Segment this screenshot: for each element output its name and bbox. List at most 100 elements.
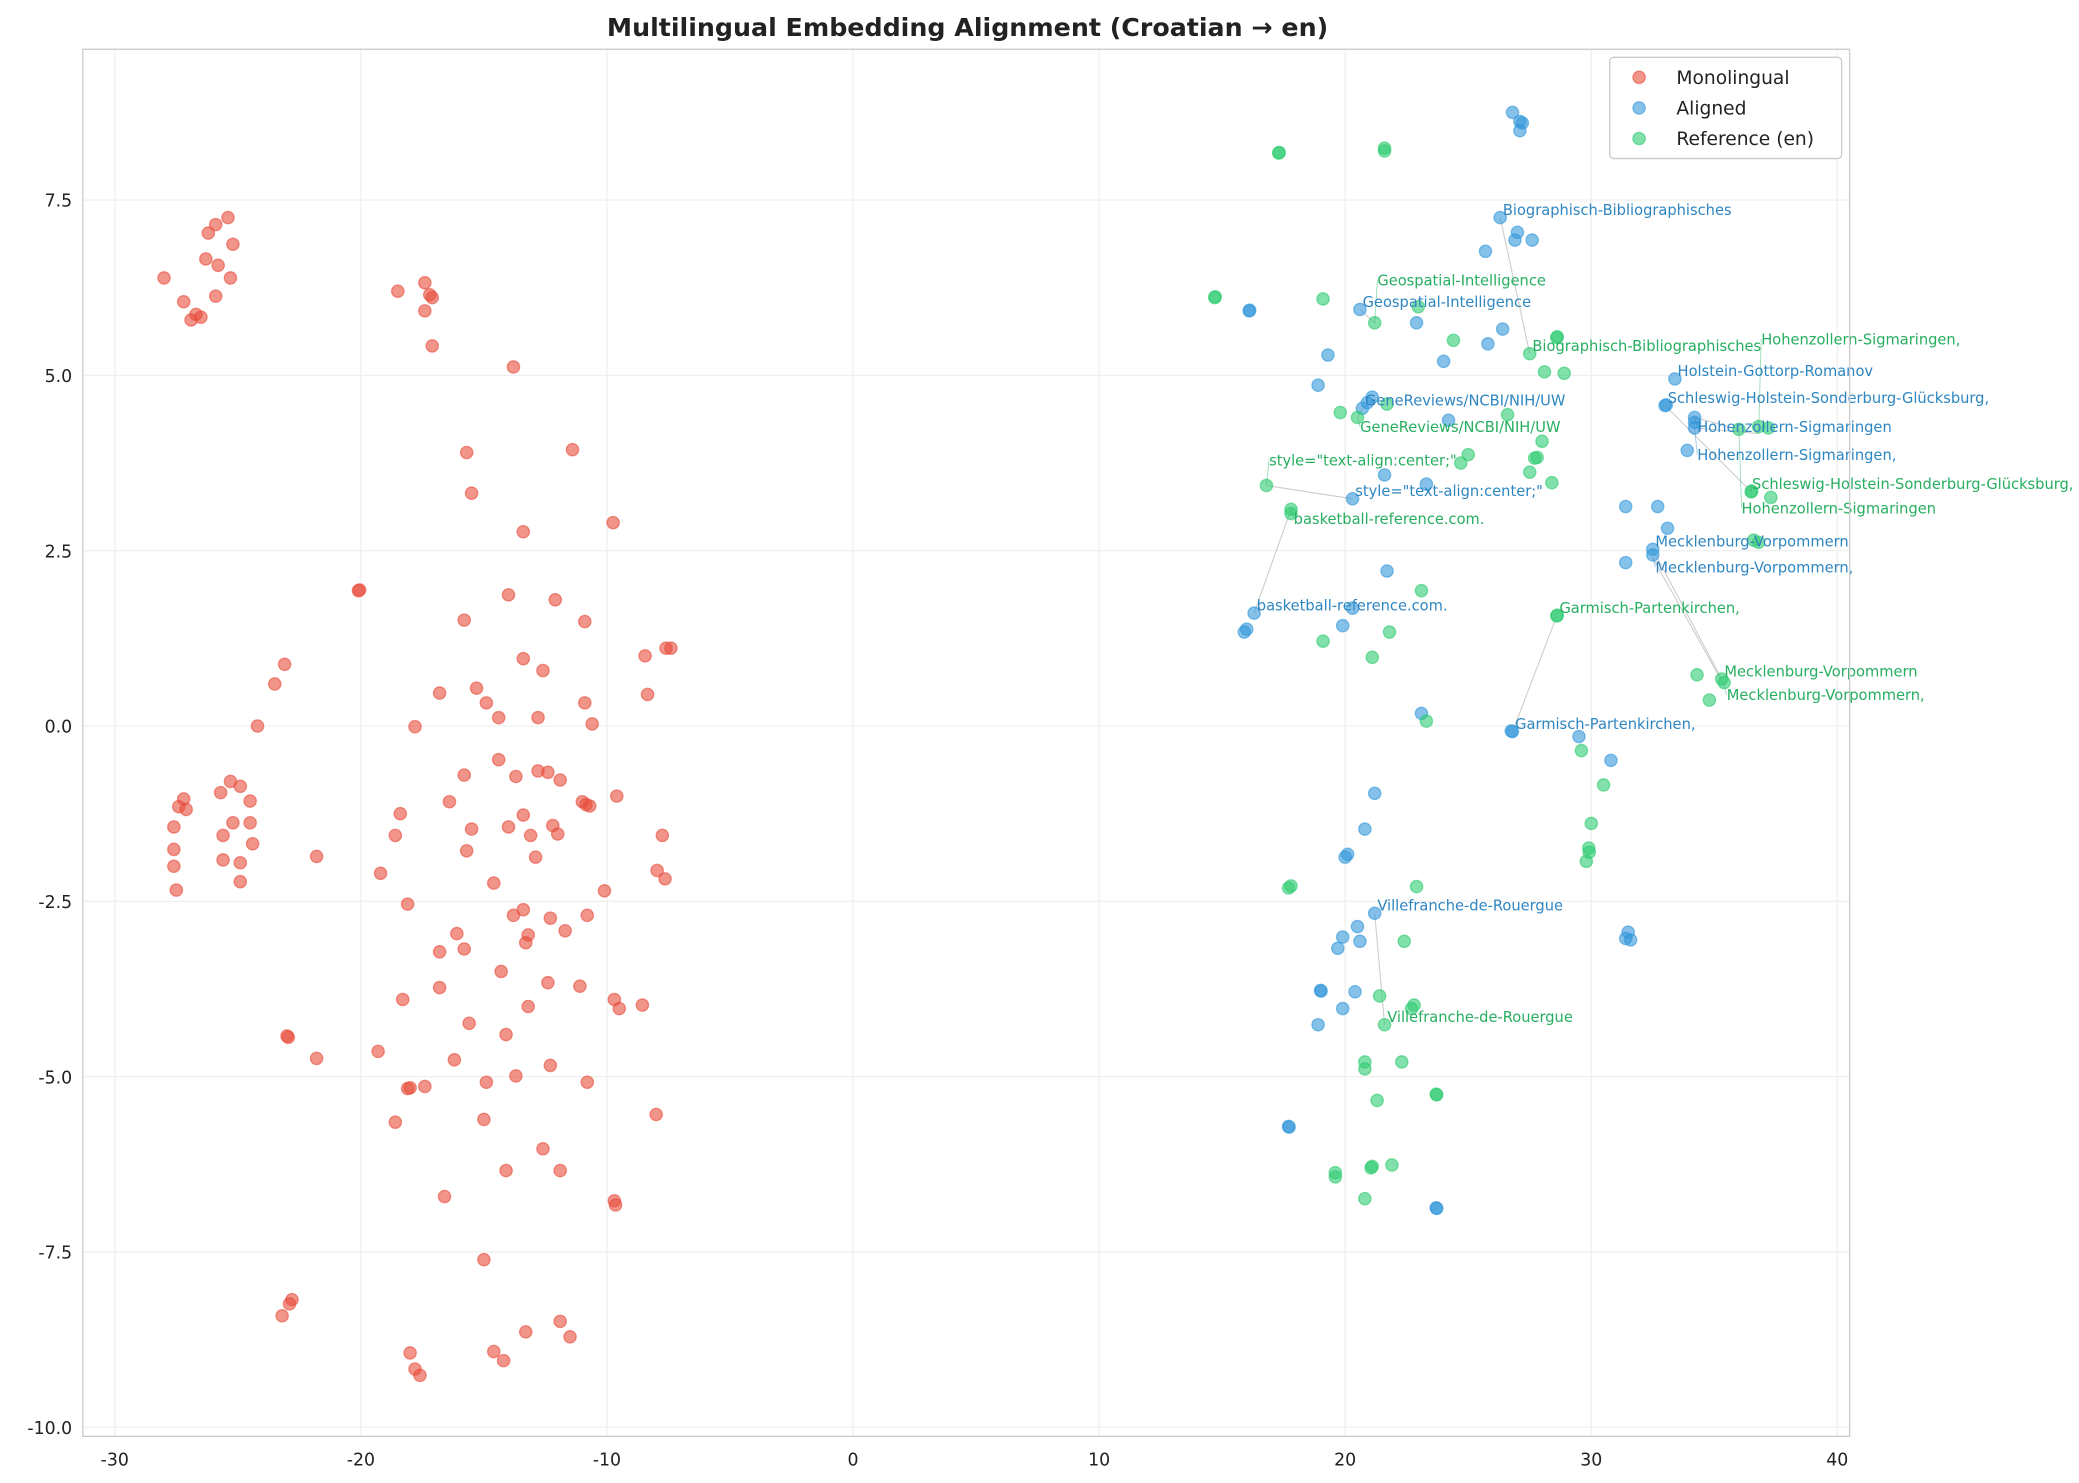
point-monolingual — [491, 710, 506, 725]
point-monolingual — [213, 785, 228, 800]
x-tick-label: -10 — [593, 1451, 621, 1471]
point-reference-en — [1429, 1088, 1444, 1102]
point-monolingual — [233, 779, 248, 794]
point-reference-en — [1596, 778, 1611, 792]
point-monolingual — [609, 789, 624, 803]
point-aligned — [1441, 413, 1456, 428]
point-monolingual — [494, 964, 508, 979]
point-monolingual — [506, 908, 521, 923]
point-monolingual — [509, 1069, 523, 1083]
point-monolingual — [223, 271, 238, 285]
point-monolingual — [649, 1107, 663, 1122]
point-monolingual — [580, 908, 595, 923]
point-monolingual — [157, 271, 171, 285]
point-monolingual — [281, 1030, 296, 1045]
point-monolingual — [509, 769, 523, 784]
point-reference-en — [1370, 1093, 1384, 1108]
x-tick-label: 40 — [1826, 1451, 1848, 1471]
point-aligned — [1335, 930, 1350, 944]
point-monolingual — [437, 1189, 452, 1204]
point-monolingual — [580, 1075, 595, 1090]
point-monolingual — [373, 866, 388, 881]
point-monolingual — [606, 515, 620, 530]
point-monolingual — [418, 304, 432, 318]
point-aligned — [1237, 625, 1252, 639]
point-monolingual — [459, 844, 474, 858]
point-monolingual — [640, 687, 655, 702]
legend-label: Reference (en) — [1676, 129, 1814, 150]
legend-marker — [1632, 101, 1646, 115]
point-aligned — [1367, 786, 1382, 801]
annotation-leader — [1750, 483, 1753, 492]
annotation-leader — [1694, 417, 1698, 427]
point-monolingual — [425, 290, 440, 305]
point-reference-en — [1527, 451, 1542, 465]
annotation-leader — [1738, 429, 1742, 509]
point-reference-en — [1537, 365, 1552, 379]
point-monolingual — [176, 792, 191, 806]
point-reference-en — [1522, 346, 1537, 361]
point-monolingual — [597, 883, 612, 898]
alignment-connector — [1694, 416, 1740, 430]
annotation-leader — [1758, 338, 1762, 434]
point-aligned — [1314, 984, 1328, 998]
point-aligned — [1242, 303, 1257, 317]
point-monolingual — [658, 872, 672, 886]
point-aligned — [1504, 724, 1519, 738]
legend-box — [1609, 56, 1843, 160]
x-tick-label: -30 — [101, 1451, 129, 1471]
point-monolingual — [462, 1016, 476, 1031]
point-monolingual — [579, 797, 593, 812]
point-aligned — [1429, 1201, 1444, 1216]
point-aligned — [1604, 753, 1618, 768]
point-aligned — [1380, 564, 1394, 578]
point-annotation: Geospatial-Intelligence — [1377, 272, 1546, 289]
point-monolingual — [371, 1044, 385, 1059]
point-reference-en — [1579, 854, 1594, 869]
point-annotation: basketball-reference.com. — [1257, 597, 1448, 614]
point-monolingual — [226, 237, 240, 252]
point-annotation: GeneReviews/NCBI/NIH/UW — [1360, 419, 1560, 436]
point-monolingual — [516, 651, 531, 666]
point-monolingual — [450, 926, 464, 941]
point-annotation: Mecklenburg-Vorpommern — [1724, 663, 1917, 680]
x-tick-label: 10 — [1088, 1451, 1110, 1471]
point-reference-en — [1690, 668, 1704, 682]
point-monolingual — [664, 641, 678, 655]
point-reference-en — [1545, 475, 1559, 490]
alignment-connector — [1253, 509, 1292, 614]
point-aligned — [1508, 233, 1522, 247]
point-reference-en — [1702, 693, 1717, 707]
point-aligned — [1660, 521, 1675, 536]
point-monolingual — [432, 945, 447, 959]
alignment-connector — [1499, 217, 1531, 354]
annotation-leader — [1357, 417, 1361, 427]
point-annotation: Schleswig-Holstein-Sonderburg-Glücksburg… — [1668, 390, 1989, 407]
point-monolingual — [245, 837, 260, 851]
point-aligned — [1495, 322, 1510, 336]
grid — [82, 49, 1850, 1437]
point-annotation: Garmisch-Partenkirchen, — [1559, 600, 1739, 617]
point-reference-en — [1358, 1062, 1372, 1076]
point-monolingual — [167, 820, 181, 834]
point-aligned — [1505, 105, 1520, 120]
point-aligned — [1311, 378, 1325, 392]
point-reference-en — [1454, 456, 1468, 470]
axis-ticks: -30 -20 -10 0 10 20 30 40 -10.0 -7.5 -5.0 -2.5 0.0 2.… — [27, 192, 1848, 1471]
y-tick-label: -5.0 — [38, 1068, 72, 1088]
point-monolingual — [243, 794, 257, 808]
point-annotation: style="text-align:center;" — [1355, 483, 1543, 500]
point-monolingual — [536, 1142, 550, 1156]
annotations: Biographisch-Bibliographisches Biographis… — [1257, 202, 2074, 1026]
point-monolingual — [250, 719, 265, 733]
point-monolingual — [393, 806, 408, 821]
point-monolingual — [309, 849, 324, 864]
point-aligned — [1358, 822, 1372, 836]
point-monolingual — [395, 992, 410, 1007]
annotation-leader — [1723, 685, 1728, 695]
point-monolingual — [477, 1252, 491, 1267]
point-monolingual — [501, 588, 516, 602]
point-monolingual — [548, 592, 563, 607]
point-aligned — [1335, 618, 1350, 633]
point-reference-en — [1574, 743, 1589, 758]
